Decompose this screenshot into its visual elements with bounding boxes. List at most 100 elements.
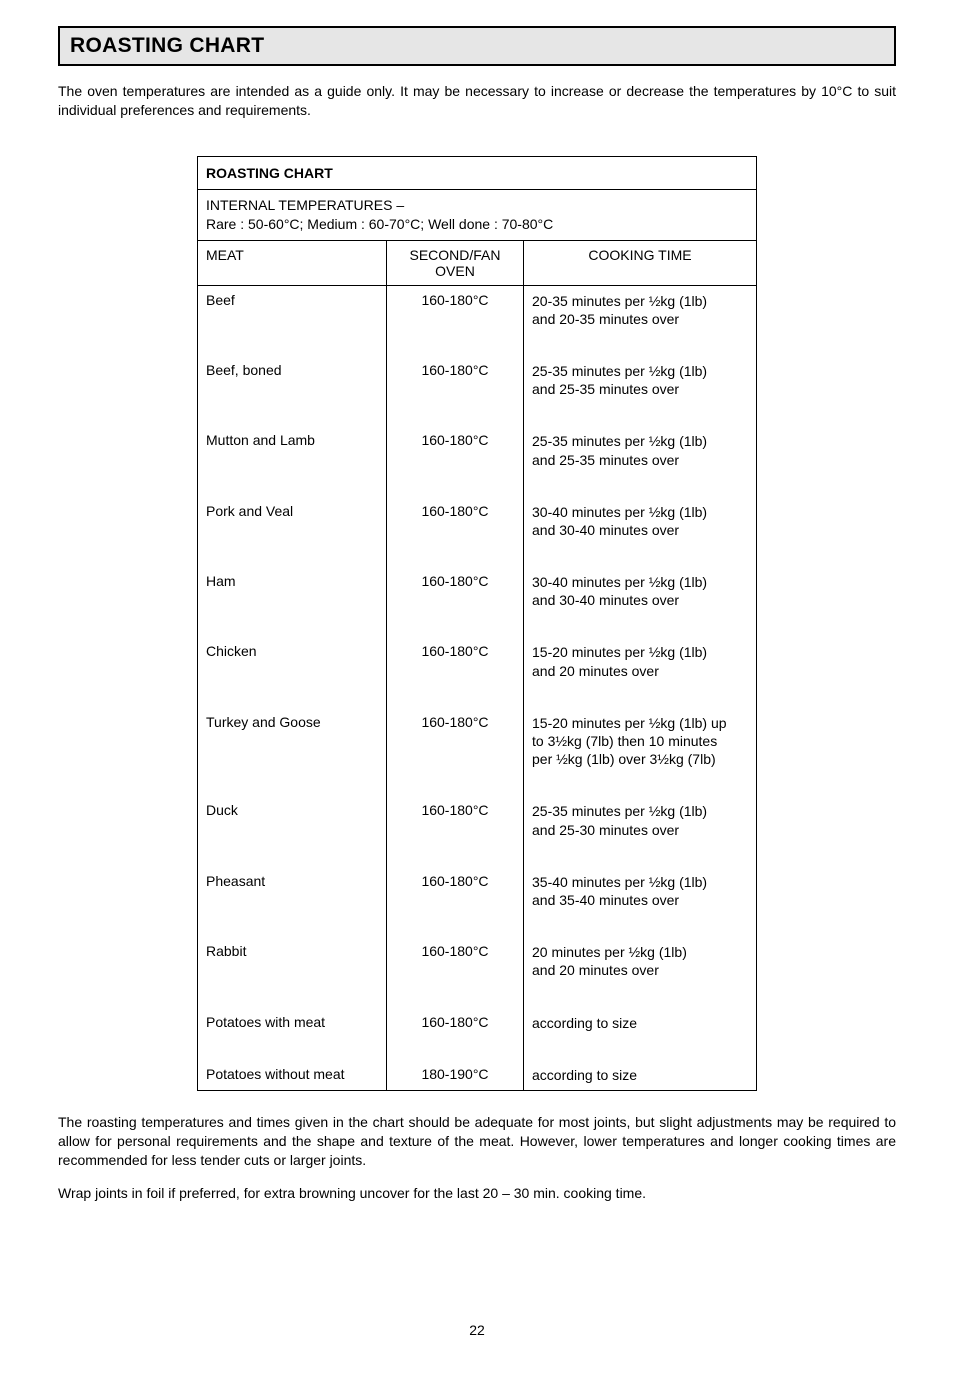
cook-line: and 25-30 minutes over xyxy=(532,822,679,838)
col-header-temp: SECOND/FAN OVEN xyxy=(387,240,524,285)
cell-temp: 160-180°C xyxy=(387,356,524,404)
cook-line: according to size xyxy=(532,1067,637,1083)
cell-meat: Potatoes with meat xyxy=(198,1008,387,1038)
table-row: Rabbit 160-180°C 20 minutes per ½kg (1lb… xyxy=(198,937,757,985)
table-heading: ROASTING CHART xyxy=(198,156,757,189)
cell-cook: 25-35 minutes per ½kg (1lb) and 25-35 mi… xyxy=(524,426,757,474)
cook-line: 25-35 minutes per ½kg (1lb) xyxy=(532,363,707,379)
cook-line: according to size xyxy=(532,1015,637,1031)
cell-temp: 160-180°C xyxy=(387,567,524,615)
cell-meat: Pheasant xyxy=(198,867,387,915)
col-header-meat: MEAT xyxy=(198,240,387,285)
cook-line: and 20 minutes over xyxy=(532,663,659,679)
cell-meat: Beef, boned xyxy=(198,356,387,404)
table-subheading: INTERNAL TEMPERATURES – Rare : 50-60°C; … xyxy=(198,189,757,240)
cell-cook: 30-40 minutes per ½kg (1lb) and 30-40 mi… xyxy=(524,567,757,615)
roasting-table-wrap: ROASTING CHART INTERNAL TEMPERATURES – R… xyxy=(197,156,757,1091)
cook-line: and 20-35 minutes over xyxy=(532,311,679,327)
outro-paragraph-1: The roasting temperatures and times give… xyxy=(58,1113,896,1170)
gap-row xyxy=(198,545,757,567)
cell-temp: 160-180°C xyxy=(387,937,524,985)
gap-row xyxy=(198,915,757,937)
cell-cook: according to size xyxy=(524,1008,757,1038)
cell-cook: 30-40 minutes per ½kg (1lb) and 30-40 mi… xyxy=(524,497,757,545)
table-row: Pork and Veal 160-180°C 30-40 minutes pe… xyxy=(198,497,757,545)
cell-cook: 15-20 minutes per ½kg (1lb) up to 3½kg (… xyxy=(524,708,757,775)
table-row: Potatoes without meat 180-190°C accordin… xyxy=(198,1060,757,1091)
cell-cook: 20 minutes per ½kg (1lb) and 20 minutes … xyxy=(524,937,757,985)
roasting-table: ROASTING CHART INTERNAL TEMPERATURES – R… xyxy=(197,156,757,1091)
cook-line: 25-35 minutes per ½kg (1lb) xyxy=(532,433,707,449)
gap-row xyxy=(198,404,757,426)
cook-line: 30-40 minutes per ½kg (1lb) xyxy=(532,504,707,520)
cook-line: 20-35 minutes per ½kg (1lb) xyxy=(532,293,707,309)
table-row: Beef, boned 160-180°C 25-35 minutes per … xyxy=(198,356,757,404)
cell-meat: Pork and Veal xyxy=(198,497,387,545)
gap-row xyxy=(198,615,757,637)
subheading-line1: INTERNAL TEMPERATURES – xyxy=(206,197,404,213)
gap-row xyxy=(198,475,757,497)
cell-meat: Beef xyxy=(198,285,387,334)
table-row: Duck 160-180°C 25-35 minutes per ½kg (1l… xyxy=(198,796,757,844)
cell-meat: Ham xyxy=(198,567,387,615)
cell-temp: 180-190°C xyxy=(387,1060,524,1091)
table-row: Chicken 160-180°C 15-20 minutes per ½kg … xyxy=(198,637,757,685)
cell-cook: 20-35 minutes per ½kg (1lb) and 20-35 mi… xyxy=(524,285,757,334)
subheading-line2: Rare : 50-60°C; Medium : 60-70°C; Well d… xyxy=(206,216,553,232)
page-title: ROASTING CHART xyxy=(70,34,264,57)
cook-line: to 3½kg (7lb) then 10 minutes xyxy=(532,733,717,749)
intro-paragraph: The oven temperatures are intended as a … xyxy=(58,82,896,120)
cell-temp: 160-180°C xyxy=(387,796,524,844)
outro-paragraph-2: Wrap joints in foil if preferred, for ex… xyxy=(58,1184,896,1203)
gap-row xyxy=(198,774,757,796)
cell-meat: Turkey and Goose xyxy=(198,708,387,775)
gap-row xyxy=(198,845,757,867)
cell-meat: Rabbit xyxy=(198,937,387,985)
table-column-header-row: MEAT SECOND/FAN OVEN COOKING TIME xyxy=(198,240,757,285)
table-row: Turkey and Goose 160-180°C 15-20 minutes… xyxy=(198,708,757,775)
cook-line: and 25-35 minutes over xyxy=(532,452,679,468)
cook-line: 30-40 minutes per ½kg (1lb) xyxy=(532,574,707,590)
cell-meat: Mutton and Lamb xyxy=(198,426,387,474)
cook-line: and 30-40 minutes over xyxy=(532,522,679,538)
cell-temp: 160-180°C xyxy=(387,285,524,334)
cell-cook: 25-35 minutes per ½kg (1lb) and 25-35 mi… xyxy=(524,356,757,404)
cook-line: 25-35 minutes per ½kg (1lb) xyxy=(532,803,707,819)
cell-temp: 160-180°C xyxy=(387,637,524,685)
col-header-temp-line1: SECOND/FAN xyxy=(409,247,500,263)
gap-row xyxy=(198,334,757,356)
gap-row xyxy=(198,986,757,1008)
col-header-temp-line2: OVEN xyxy=(435,263,475,279)
cook-line: 15-20 minutes per ½kg (1lb) up xyxy=(532,715,727,731)
table-heading-row: ROASTING CHART xyxy=(198,156,757,189)
cell-meat: Potatoes without meat xyxy=(198,1060,387,1091)
cook-line: per ½kg (1lb) over 3½kg (7lb) xyxy=(532,751,716,767)
cell-temp: 160-180°C xyxy=(387,708,524,775)
table-row: Pheasant 160-180°C 35-40 minutes per ½kg… xyxy=(198,867,757,915)
cell-temp: 160-180°C xyxy=(387,426,524,474)
page-title-bar: ROASTING CHART xyxy=(58,26,896,66)
cell-cook: according to size xyxy=(524,1060,757,1091)
gap-row xyxy=(198,1038,757,1060)
cell-temp: 160-180°C xyxy=(387,867,524,915)
table-row: Mutton and Lamb 160-180°C 25-35 minutes … xyxy=(198,426,757,474)
cell-meat: Chicken xyxy=(198,637,387,685)
cook-line: and 30-40 minutes over xyxy=(532,592,679,608)
cell-temp: 160-180°C xyxy=(387,1008,524,1038)
cook-line: 35-40 minutes per ½kg (1lb) xyxy=(532,874,707,890)
cook-line: and 25-35 minutes over xyxy=(532,381,679,397)
table-row: Potatoes with meat 160-180°C according t… xyxy=(198,1008,757,1038)
table-row: Ham 160-180°C 30-40 minutes per ½kg (1lb… xyxy=(198,567,757,615)
col-header-cook: COOKING TIME xyxy=(524,240,757,285)
gap-row xyxy=(198,686,757,708)
cook-line: 20 minutes per ½kg (1lb) xyxy=(532,944,687,960)
cell-cook: 35-40 minutes per ½kg (1lb) and 35-40 mi… xyxy=(524,867,757,915)
cook-line: and 35-40 minutes over xyxy=(532,892,679,908)
cell-cook: 15-20 minutes per ½kg (1lb) and 20 minut… xyxy=(524,637,757,685)
page: ROASTING CHART The oven temperatures are… xyxy=(0,0,954,1378)
table-row: Beef 160-180°C 20-35 minutes per ½kg (1l… xyxy=(198,285,757,334)
cell-cook: 25-35 minutes per ½kg (1lb) and 25-30 mi… xyxy=(524,796,757,844)
cook-line: 15-20 minutes per ½kg (1lb) xyxy=(532,644,707,660)
cook-line: and 20 minutes over xyxy=(532,962,659,978)
page-number: 22 xyxy=(58,1322,896,1338)
